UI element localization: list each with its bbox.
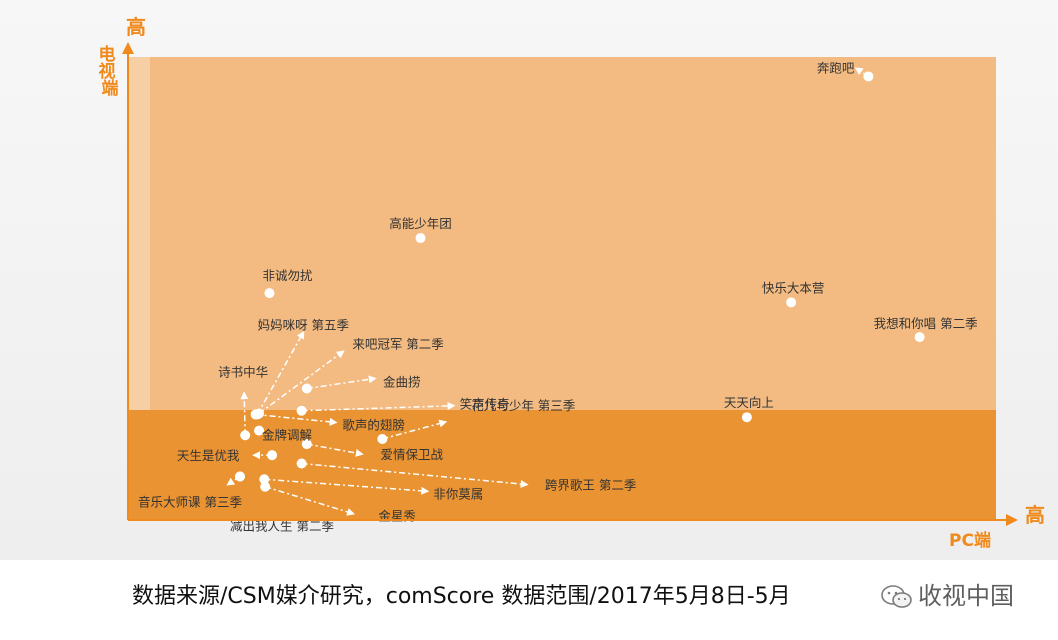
callout-arrow [256,330,305,415]
data-label: 天生是优我 [177,448,240,463]
footer-background [0,560,1058,640]
x-axis-title: PC端 [949,530,991,551]
callout-arrow [264,485,356,516]
data-point [240,430,251,441]
callout-arrow [306,443,364,457]
data-label: 妈妈咪呀 第五季 [258,317,350,332]
upper-zone [128,57,996,410]
y-axis-title: 电 视 端 [99,44,122,99]
callout-arrow [306,375,377,390]
data-point [234,471,245,482]
data-points [234,71,925,492]
data-point [863,71,874,82]
data-point [914,332,925,343]
data-point [259,474,270,485]
callout-arrow [264,478,430,495]
y-axis-high-label: 高 [126,15,146,39]
data-point [250,409,261,420]
data-label: 非你莫属 [433,486,483,501]
data-point [296,458,307,469]
callout-arrow [258,350,345,415]
data-label: 非诚勿扰 [262,268,313,283]
data-point [296,405,307,416]
data-label: 奔跑吧 [817,60,855,75]
data-label: 金牌调解 [262,428,312,443]
data-point [741,412,752,423]
data-point [260,481,271,492]
data-label: 爱情保卫战 [381,447,444,462]
data-label: 金星秀 [378,509,416,524]
callout-arrow [301,401,456,412]
data-label: 笑声传奇 [460,397,510,412]
data-point [254,425,265,436]
data-label: 诗书中华 [218,364,268,379]
data-label: 快乐大本营 [762,280,825,295]
data-label: 天天向上 [724,395,774,410]
data-label: 高能少年团 [389,216,452,231]
watermark-text: 收视中国 [918,582,1014,610]
x-axis-arrow [1006,514,1018,526]
y-axis-arrow [122,42,134,54]
x-axis-high-label: 高 [1025,503,1045,527]
data-label: 减出我人生 第二季 [230,518,334,533]
data-label: 金曲捞 [383,375,421,390]
watermark: 收视中国 [880,576,1014,611]
lower-zone [128,410,996,520]
data-point [377,433,388,444]
data-label: 花儿与少年 第三季 [471,398,575,413]
callout-arrow [255,413,338,426]
data-point [267,450,278,461]
data-source-footer: 数据来源/CSM媒介研究，comScore 数据范围/2017年5月8日-5月 [132,584,791,609]
data-label: 来吧冠军 第二季 [352,337,444,352]
data-label: 音乐大师课 第三季 [138,494,242,509]
wechat-icon [881,585,912,608]
data-point [301,439,312,450]
callout-arrow [382,419,448,440]
data-label: 我想和你唱 第二季 [874,316,978,331]
data-label: 跨界歌王 第二季 [545,478,637,493]
data-label: 歌声的翅膀 [342,417,405,432]
data-point [301,383,312,394]
left-strip [128,57,150,410]
data-point [415,233,426,244]
callout-arrow [301,462,529,488]
data-point [264,288,275,299]
data-point [786,297,797,308]
